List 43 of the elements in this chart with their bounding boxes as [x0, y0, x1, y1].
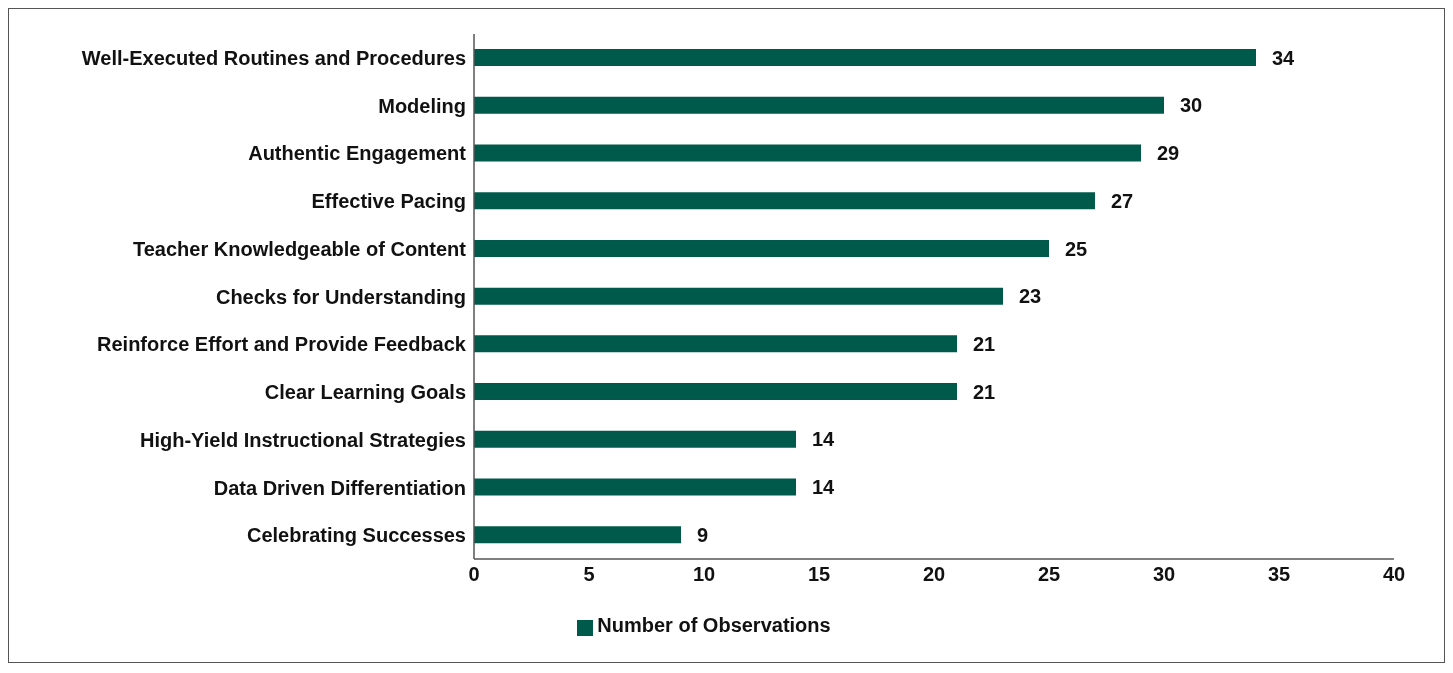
bar: [474, 430, 796, 448]
y-tick-label: Celebrating Successes: [247, 524, 466, 547]
x-tick-label: 10: [692, 563, 716, 586]
x-tick-label: 20: [922, 563, 946, 586]
bar: [474, 49, 1256, 66]
x-tick-label: 15: [807, 563, 831, 586]
y-tick-label: Authentic Engagement: [248, 142, 467, 165]
data-label: 14: [812, 428, 836, 451]
data-label: 30: [1180, 94, 1203, 117]
y-tick-label: High-Yield Instructional Strategies: [140, 428, 466, 451]
x-tick-label: 5: [583, 563, 595, 586]
bar: [474, 526, 681, 544]
y-tick-label: Effective Pacing: [311, 190, 466, 213]
data-label: 34: [1272, 46, 1296, 69]
y-tick-label: Clear Learning Goals: [264, 381, 466, 404]
bar: [474, 96, 1164, 114]
y-tick-label: Reinforce Effort and Provide Feedback: [97, 333, 467, 356]
y-tick-label: Data Driven Differentiation: [213, 476, 466, 499]
x-tick-label: 35: [1267, 563, 1291, 586]
y-tick-label: Modeling: [378, 94, 466, 117]
data-label: 21: [973, 380, 996, 403]
data-label: 23: [1019, 285, 1042, 308]
data-label: 14: [812, 476, 836, 499]
y-tick-label: Well-Executed Routines and Procedures: [81, 46, 466, 69]
bar: [474, 192, 1095, 210]
bar: [474, 239, 1049, 257]
bar: [474, 144, 1141, 162]
data-label: 27: [1111, 189, 1134, 212]
x-tick-label: 0: [468, 563, 480, 586]
bar: [474, 335, 957, 353]
legend-label: Number of Observations: [597, 614, 831, 636]
bar: [474, 287, 1003, 305]
data-label: 25: [1065, 237, 1088, 260]
data-label: 9: [697, 523, 709, 546]
data-label: 29: [1157, 142, 1180, 165]
y-tick-label: Checks for Understanding: [215, 285, 466, 308]
bar: [474, 478, 796, 496]
bar: [474, 383, 957, 401]
x-tick-label: 40: [1382, 563, 1406, 586]
x-tick-label: 25: [1037, 563, 1061, 586]
y-tick-label: Teacher Knowledgeable of Content: [133, 237, 467, 260]
data-label: 21: [973, 332, 996, 355]
x-tick-label: 30: [1152, 563, 1176, 586]
